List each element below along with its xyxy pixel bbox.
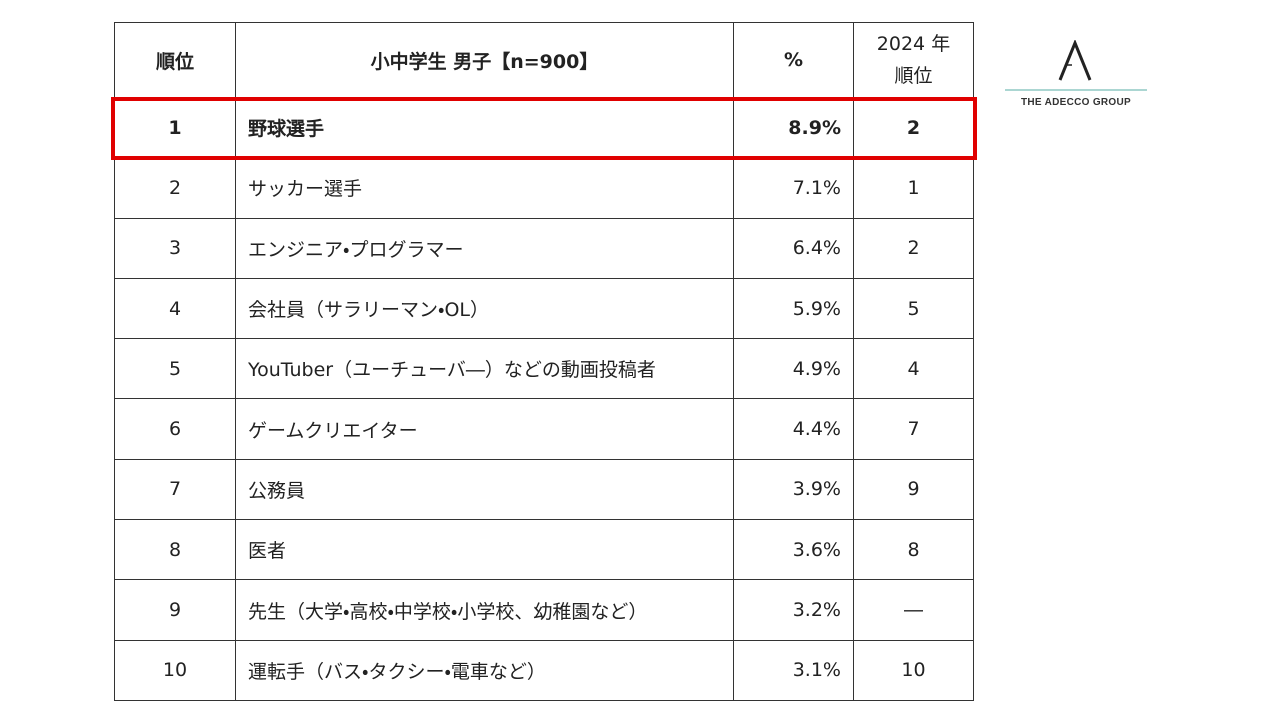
logo-mark	[1005, 40, 1147, 91]
rank-cell: 2	[114, 157, 236, 219]
header-cell: %	[733, 22, 854, 98]
percent-cell: 3.9%	[733, 458, 854, 521]
rank-cell: 9	[114, 579, 236, 641]
prev-rank-cell: 9	[853, 458, 974, 521]
job-cell: サッカー選手	[235, 157, 734, 219]
header-line: 順位	[894, 65, 933, 87]
prev-rank-cell: 8	[853, 519, 974, 581]
table-row: 9 先生（大学・高校・中学校・小学校、幼稚園など） 3.2% ―	[114, 579, 974, 641]
prev-rank-cell: ―	[853, 579, 974, 641]
table-row: 2 サッカー選手 7.1% 1	[114, 157, 974, 219]
job-cell: YouTuber（ユーチューバ―）などの動画投稿者	[235, 338, 734, 400]
rank-cell: 10	[114, 639, 236, 701]
job-cell: ゲームクリエイター	[235, 398, 734, 460]
rank-cell: 6	[114, 398, 236, 460]
prev-rank-cell: 2	[853, 217, 974, 279]
job-cell: 公務員	[235, 458, 734, 521]
percent-cell: 3.1%	[733, 639, 854, 701]
prev-rank-cell: 10	[853, 639, 974, 701]
header-cell: 小中学生 男子【n=900】	[235, 22, 734, 98]
table-row: 5 YouTuber（ユーチューバ―）などの動画投稿者 4.9% 4	[114, 338, 974, 400]
rank-cell: 5	[114, 338, 236, 400]
logo-text: THE ADECCO GROUP	[1021, 97, 1131, 108]
job-cell: 医者	[235, 519, 734, 581]
logo-a	[1058, 40, 1092, 81]
table-row: 6 ゲームクリエイター 4.4% 7	[114, 398, 974, 460]
header-cell: 順位	[114, 22, 236, 98]
prev-rank-cell: 5	[853, 277, 974, 340]
job-cell: 会社員（サラリーマン・OL）	[235, 277, 734, 340]
ranking-table: 順位 小中学生 男子【n=900】% 2024 年順位 1 野球選手 8.9% 2 2 サッカ…	[114, 22, 974, 701]
rank-cell: 7	[114, 458, 236, 521]
table-row: 8 医者 3.6% 8	[114, 519, 974, 581]
job-cell: 先生（大学・高校・中学校・小学校、幼稚園など）	[235, 579, 734, 641]
header-cell: 2024 年順位	[853, 22, 974, 98]
table-row: 3 エンジニア・プログラマー 6.4% 2	[114, 217, 974, 279]
header-row: 順位 小中学生 男子【n=900】% 2024 年順位	[114, 22, 974, 98]
job-cell: 運転手（バス・タクシー・電車など）	[235, 639, 734, 701]
percent-cell: 3.6%	[733, 519, 854, 581]
prev-rank-cell: 2	[853, 96, 974, 159]
prev-rank-cell: 4	[853, 338, 974, 400]
rank-cell: 1	[114, 96, 236, 159]
table-body: 1 野球選手 8.9% 2 2 サッカー選手 7.1% 1 3 エンジニア・プログラマー 6.4% 2…	[114, 96, 974, 701]
prev-rank-cell: 7	[853, 398, 974, 460]
percent-cell: 4.9%	[733, 338, 854, 400]
percent-cell: 7.1%	[733, 157, 854, 219]
job-cell: エンジニア・プログラマー	[235, 217, 734, 279]
rank-cell: 3	[114, 217, 236, 279]
rank-cell: 8	[114, 519, 236, 581]
rank-cell: 4	[114, 277, 236, 340]
table-row: 4 会社員（サラリーマン・OL） 5.9% 5	[114, 277, 974, 340]
table-row: 10 運転手（バス・タクシー・電車など） 3.1% 10	[114, 639, 974, 701]
percent-cell: 4.4%	[733, 398, 854, 460]
header-line: 2024 年	[876, 33, 951, 55]
percent-cell: 3.2%	[733, 579, 854, 641]
percent-cell: 5.9%	[733, 277, 854, 340]
highlight-box	[111, 97, 977, 160]
table-row: 7 公務員 3.9% 9	[114, 458, 974, 521]
prev-rank-cell: 1	[853, 157, 974, 219]
percent-cell: 6.4%	[733, 217, 854, 279]
